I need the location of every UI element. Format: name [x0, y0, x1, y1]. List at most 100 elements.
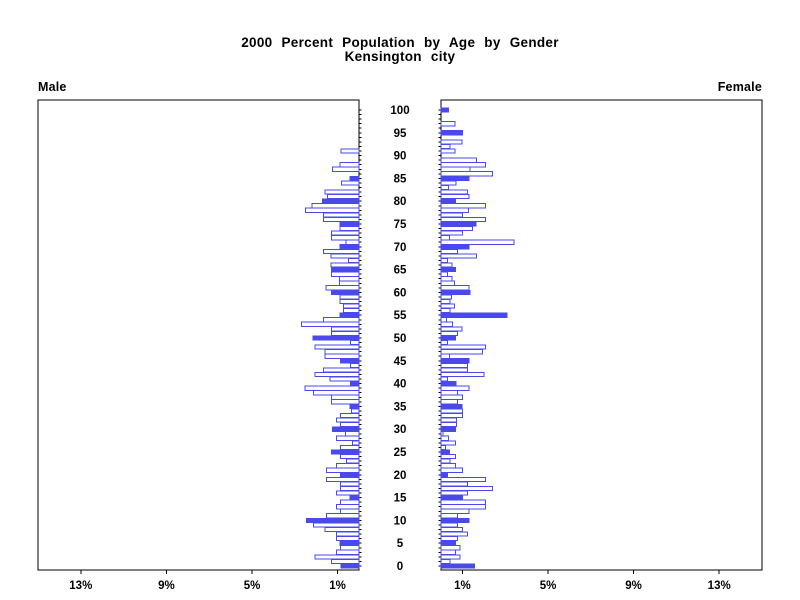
male-pct-label-9: 9%	[158, 580, 175, 592]
age-axis-label-85: 85	[394, 173, 407, 185]
age-axis-label-55: 55	[394, 310, 407, 322]
female-bar-age-64	[440, 271, 448, 277]
female-bar-age-43	[440, 367, 469, 373]
female-bar-age-57	[440, 303, 455, 309]
male-bar-age-62	[338, 280, 360, 286]
female-bar-age-26	[440, 444, 446, 451]
male-bar-age-23	[346, 458, 360, 464]
female-bar-age-61	[440, 285, 470, 291]
male-bar-age-52	[331, 326, 360, 332]
male-bar-age-18	[340, 481, 360, 487]
female-bar-age-55	[440, 312, 508, 318]
male-bar-age-54	[322, 317, 360, 323]
female-bar-age-63	[440, 276, 453, 282]
female-bar-age-22	[440, 463, 456, 469]
female-bar-age-29	[440, 431, 444, 437]
age-axis-label-70: 70	[394, 242, 407, 254]
female-bar-age-13	[440, 504, 486, 510]
female-bar-age-30	[440, 426, 456, 432]
female-bar-age-88	[440, 162, 486, 168]
female-bar-age-12	[440, 508, 470, 514]
female-bar-age-41	[440, 376, 448, 382]
male-bar-age-29	[345, 431, 360, 437]
male-bar-age-16	[336, 490, 360, 496]
female-bar-age-5	[440, 540, 456, 546]
male-bar-age-25	[331, 449, 360, 455]
male-bar-age-38	[312, 390, 360, 396]
female-bar-age-49	[440, 339, 448, 346]
female-panel-frame	[440, 99, 763, 571]
male-pct-label-1: 1%	[329, 580, 346, 592]
male-bar-age-34	[351, 408, 360, 414]
age-axis-label-40: 40	[394, 379, 407, 391]
female-bar-age-79	[440, 203, 486, 209]
male-bar-age-42	[314, 371, 360, 378]
male-bar-age-56	[342, 308, 360, 314]
male-bar-age-84	[341, 180, 360, 186]
female-pct-label-5: 5%	[540, 580, 557, 592]
age-axis-label-15: 15	[394, 493, 407, 505]
male-bar-age-3	[336, 549, 360, 555]
female-bar-age-95	[440, 130, 463, 136]
male-bar-age-50	[312, 335, 360, 341]
male-bar-age-66	[330, 262, 360, 268]
female-bar-age-89	[440, 157, 478, 163]
female-bar-age-11	[440, 513, 459, 519]
female-bar-age-35	[440, 403, 463, 409]
male-bar-age-21	[326, 467, 360, 473]
female-bar-age-92	[440, 143, 451, 150]
male-bar-age-53	[301, 321, 360, 327]
male-bar-age-87	[332, 166, 360, 172]
chart-title-line2: Kensington city	[344, 49, 456, 64]
male-bar-age-88	[339, 162, 360, 168]
male-bar-age-82	[324, 189, 360, 195]
female-bar-age-86	[440, 171, 494, 177]
male-bar-age-72	[331, 235, 360, 241]
male-bar-age-5	[339, 540, 360, 546]
male-bar-age-59	[339, 294, 360, 300]
male-bar-age-9	[312, 522, 360, 528]
male-bar-age-77	[322, 212, 360, 218]
male-bar-age-7	[336, 531, 360, 537]
female-bar-age-65	[440, 267, 456, 273]
female-bar-age-27	[440, 440, 456, 446]
age-axis-label-90: 90	[394, 151, 407, 163]
female-bar-age-59	[440, 294, 453, 300]
female-bar-age-82	[440, 189, 469, 195]
female-bar-age-75	[440, 221, 477, 227]
male-bar-age-70	[339, 244, 360, 250]
female-bar-age-9	[440, 522, 459, 528]
age-axis-label-95: 95	[394, 128, 407, 140]
female-bar-age-6	[440, 536, 459, 542]
female-bar-age-32	[440, 417, 458, 423]
male-bar-age-36	[331, 399, 360, 405]
age-axis-label-75: 75	[394, 219, 407, 231]
male-bar-age-19	[326, 476, 360, 482]
female-bar-age-48	[440, 344, 486, 350]
male-bar-age-26	[340, 444, 360, 451]
male-panel-frame	[37, 99, 360, 571]
age-axis-label-5: 5	[397, 538, 404, 550]
chart-title: 2000 Percent Population by Age by Gender…	[0, 36, 800, 64]
female-bar-age-68	[440, 253, 478, 259]
age-axis-label-60: 60	[394, 287, 407, 299]
female-bar-age-100	[440, 107, 450, 113]
male-bar-age-8	[324, 526, 360, 533]
male-bar-age-44	[349, 362, 360, 368]
male-bar-age-43	[322, 367, 360, 373]
female-bar-age-91	[440, 148, 456, 154]
female-bar-age-93	[440, 139, 463, 145]
male-bar-age-57	[342, 303, 360, 309]
chart-title-line1: 2000 Percent Population by Age by Gender	[241, 35, 559, 50]
male-bar-age-61	[325, 285, 360, 291]
female-bar-age-60	[440, 289, 471, 295]
male-bar-age-10	[306, 517, 360, 523]
female-bar-age-69	[440, 248, 459, 254]
female-bar-age-84	[440, 180, 457, 186]
male-bar-age-37	[331, 394, 360, 400]
male-pct-label-5: 5%	[244, 580, 261, 592]
male-bar-age-0	[340, 563, 360, 569]
male-bar-age-32	[336, 417, 360, 423]
female-bar-age-52	[440, 326, 463, 332]
